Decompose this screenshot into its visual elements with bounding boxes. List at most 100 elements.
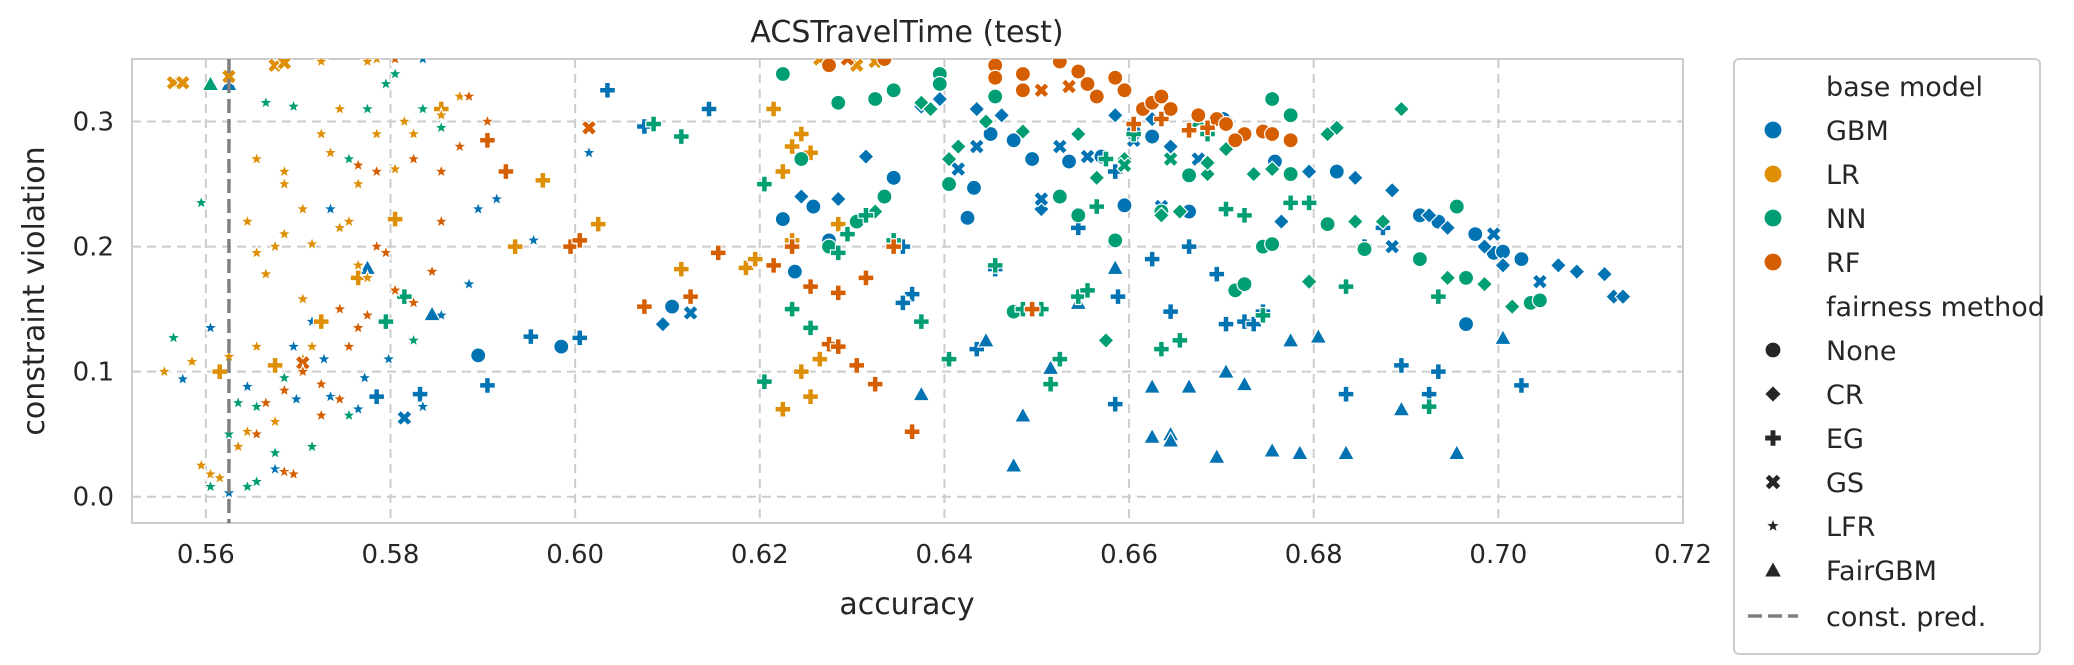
- point-rf-none: [1088, 88, 1105, 105]
- point-nn-none: [1282, 165, 1299, 183]
- point-rf-lfr: [359, 306, 376, 323]
- point-gbm-cr: [1438, 219, 1457, 237]
- legend-label-lfr: LFR: [1826, 512, 1875, 543]
- point-nn-lfr: [165, 329, 182, 346]
- point-gbm-cr: [968, 100, 986, 118]
- y-tick-label: 0.3: [73, 108, 114, 138]
- point-rf-eg: [1125, 115, 1143, 133]
- point-gbm-none: [959, 209, 976, 226]
- point-nn-eg: [1088, 198, 1106, 216]
- legend-label-fairgbm: FairGBM: [1826, 556, 1937, 587]
- point-nn-eg: [645, 115, 663, 133]
- point-nn-eg: [783, 300, 801, 318]
- point-nn-none: [830, 94, 847, 111]
- point-nn-cr: [1300, 272, 1318, 291]
- point-lr-lfr: [248, 150, 266, 167]
- point-lr-eg: [802, 388, 820, 406]
- point-nn-lfr: [266, 444, 284, 461]
- point-lr-eg: [811, 350, 829, 368]
- point-gbm-fairgbm: [1161, 430, 1180, 448]
- point-lr-lfr: [405, 125, 422, 142]
- point-gbm-lfr: [580, 143, 598, 160]
- point-gbm-gs: [1051, 138, 1069, 155]
- point-nn-cr: [1438, 269, 1457, 287]
- point-rf-lfr: [349, 156, 367, 173]
- point-lr-lfr: [183, 352, 201, 369]
- point-gbm-lfr: [414, 397, 432, 414]
- point-nn-lfr: [192, 193, 210, 210]
- point-nn-eg: [839, 225, 856, 243]
- point-gbm-lfr: [356, 369, 374, 386]
- point-lr-lfr: [275, 162, 293, 179]
- point-lr-lfr: [202, 465, 219, 482]
- point-rf-eg: [848, 356, 866, 374]
- point-lr-lfr: [266, 412, 284, 429]
- point-rf-eg: [1180, 121, 1198, 139]
- point-rf-none: [1282, 132, 1299, 149]
- point-lr-lfr: [211, 469, 229, 486]
- point-gbm-eg: [598, 81, 616, 99]
- point-nn-lfr: [238, 477, 256, 494]
- point-nn-eg: [1337, 278, 1355, 296]
- point-nn-none: [1264, 235, 1281, 253]
- point-lr-eg: [792, 125, 810, 143]
- point-lr-eg: [506, 238, 524, 256]
- point-lr-eg: [737, 259, 755, 277]
- point-rf-none: [1051, 59, 1068, 70]
- point-nn-lfr: [340, 150, 358, 167]
- point-rf-lfr: [405, 150, 422, 167]
- point-rf-eg: [829, 338, 847, 356]
- point-gbm-none: [1457, 316, 1475, 333]
- point-gbm-eg: [478, 376, 496, 394]
- point-nn-none: [1264, 90, 1281, 108]
- x-tick-label: 0.58: [362, 540, 420, 570]
- point-gbm-eg: [1208, 265, 1226, 283]
- point-gbm-lfr: [322, 387, 339, 404]
- point-gbm-cr: [931, 90, 949, 108]
- point-lr-lfr: [371, 59, 382, 67]
- point-nn-eg: [1300, 194, 1318, 212]
- point-lr-gs: [174, 74, 192, 92]
- point-rf-none: [1217, 115, 1235, 133]
- point-gbm-fairgbm: [1004, 455, 1023, 473]
- point-nn-none: [1356, 241, 1373, 258]
- point-nn-lfr: [285, 97, 302, 114]
- point-lr-eg: [349, 269, 367, 287]
- point-rf-lfr: [275, 381, 293, 398]
- point-gbm-lfr: [417, 59, 429, 67]
- point-lr-eg: [589, 215, 607, 233]
- point-nn-lfr: [303, 437, 321, 454]
- point-rf-none: [1190, 107, 1207, 124]
- point-nn-eg: [755, 373, 773, 391]
- point-rf-none: [876, 59, 893, 68]
- point-gbm-cr: [1595, 265, 1614, 283]
- point-nn-eg: [857, 206, 875, 224]
- point-gbm-fairgbm: [1105, 258, 1125, 276]
- legend-label-eg: EG: [1826, 424, 1864, 455]
- point-nn-lfr: [275, 369, 293, 386]
- point-gbm-eg: [1217, 315, 1235, 333]
- point-gbm-cr: [1549, 256, 1568, 275]
- point-gbm-cr: [1272, 212, 1291, 231]
- point-rf-lfr: [275, 462, 293, 479]
- point-rf-none: [1107, 69, 1124, 86]
- point-rf-none: [1116, 82, 1133, 99]
- point-lr-lfr: [303, 337, 321, 354]
- point-gbm-fairgbm: [1336, 443, 1356, 461]
- point-gbm-eg: [1109, 288, 1127, 306]
- point-gbm-none: [1060, 153, 1078, 170]
- point-gbm-fairgbm: [1262, 440, 1282, 458]
- point-lr-lfr: [331, 100, 349, 117]
- legend-style-entries: None CR EG GS LFR FairGBM: [1763, 336, 1937, 587]
- point-rf-lfr: [285, 465, 302, 482]
- point-nn-lfr: [414, 100, 432, 117]
- point-nn-cr: [1244, 165, 1263, 183]
- point-rf-lfr: [331, 390, 349, 407]
- point-nn-cr: [921, 100, 940, 118]
- point-lr-lfr: [294, 290, 312, 307]
- point-gbm-eg: [368, 388, 386, 406]
- point-gbm-cr: [654, 315, 672, 333]
- legend-hue-entries: GBM LR NN RF: [1763, 116, 1889, 279]
- point-nn-lfr: [220, 425, 238, 442]
